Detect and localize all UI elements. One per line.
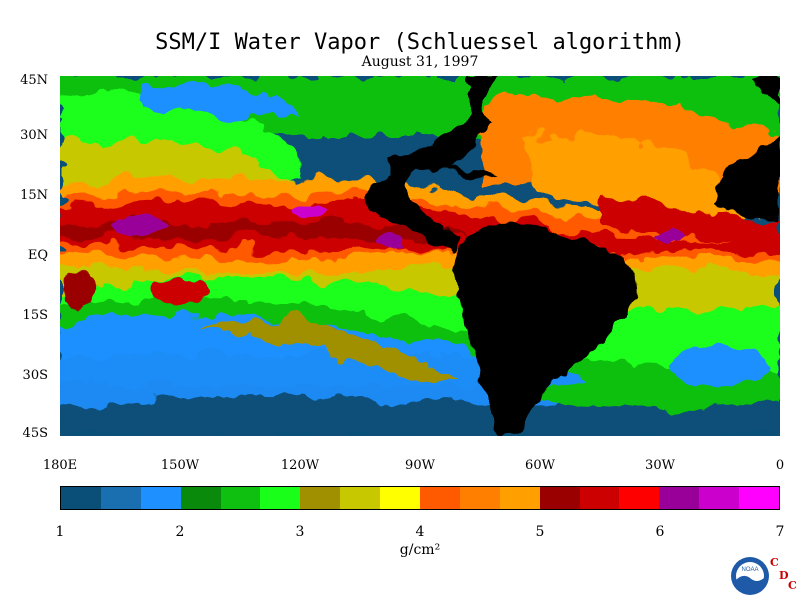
colorbar-swatch [579, 487, 620, 509]
cdc-letters: C D C [768, 556, 800, 596]
lon-label-60w: 60W [525, 458, 555, 473]
colorbar-swatch [380, 487, 421, 509]
lat-label-eq: EQ [27, 248, 48, 263]
colorbar-swatch [499, 487, 540, 509]
colorbar-swatch [61, 487, 101, 509]
colorbar-swatch [260, 487, 301, 509]
colorbar-unit: g/cm² [399, 542, 441, 558]
colorbar-swatch [619, 487, 660, 509]
map-date: August 31, 1997 [361, 54, 479, 70]
lat-label-30s: 30S [22, 368, 48, 383]
lat-label-45s: 45S [22, 426, 48, 441]
lon-label-0: 0 [775, 458, 785, 473]
colorbar-swatch [100, 487, 141, 509]
colorbar-tick-4: 4 [415, 524, 425, 540]
cdc-letter-c1: C [770, 556, 779, 569]
colorbar-swatch [539, 487, 580, 509]
water-vapor-map [60, 76, 780, 436]
colorbar-tick-1: 1 [55, 524, 65, 540]
svg-text:NOAA: NOAA [741, 567, 758, 573]
colorbar-swatch [220, 487, 261, 509]
colorbar-swatch [739, 487, 780, 509]
lon-label-150w: 150W [160, 458, 200, 473]
lat-label-30n: 30N [20, 128, 48, 143]
colorbar-tick-2: 2 [175, 524, 185, 540]
colorbar-tick-7: 7 [775, 524, 785, 540]
lat-label-15n: 15N [20, 188, 48, 203]
lat-label-15s: 15S [22, 308, 48, 323]
colorbar-swatch [659, 487, 700, 509]
colorbar-tick-5: 5 [535, 524, 545, 540]
colorbar-swatch [340, 487, 381, 509]
colorbar-swatch [420, 487, 460, 509]
map-svg [60, 76, 780, 436]
colorbar-swatch [300, 487, 341, 509]
cdc-letter-c2: C [788, 579, 797, 592]
colorbar-tick-3: 3 [295, 524, 305, 540]
colorbar-swatch [459, 487, 500, 509]
colorbar-swatch [180, 487, 221, 509]
noaa-logo-icon: NOAA [730, 556, 770, 596]
lon-label-30w: 30W [645, 458, 675, 473]
cdc-letter-d: D [779, 569, 789, 582]
colorbar-swatch [699, 487, 740, 509]
colorbar [60, 486, 780, 510]
map-title: SSM/I Water Vapor (Schluessel algorithm) [155, 30, 685, 55]
lon-label-120w: 120W [280, 458, 320, 473]
lon-label-90w: 90W [405, 458, 435, 473]
lat-label-45n: 45N [20, 73, 48, 88]
colorbar-tick-6: 6 [655, 524, 665, 540]
lon-label-180e: 180E [42, 458, 78, 473]
colorbar-swatch [140, 487, 181, 509]
